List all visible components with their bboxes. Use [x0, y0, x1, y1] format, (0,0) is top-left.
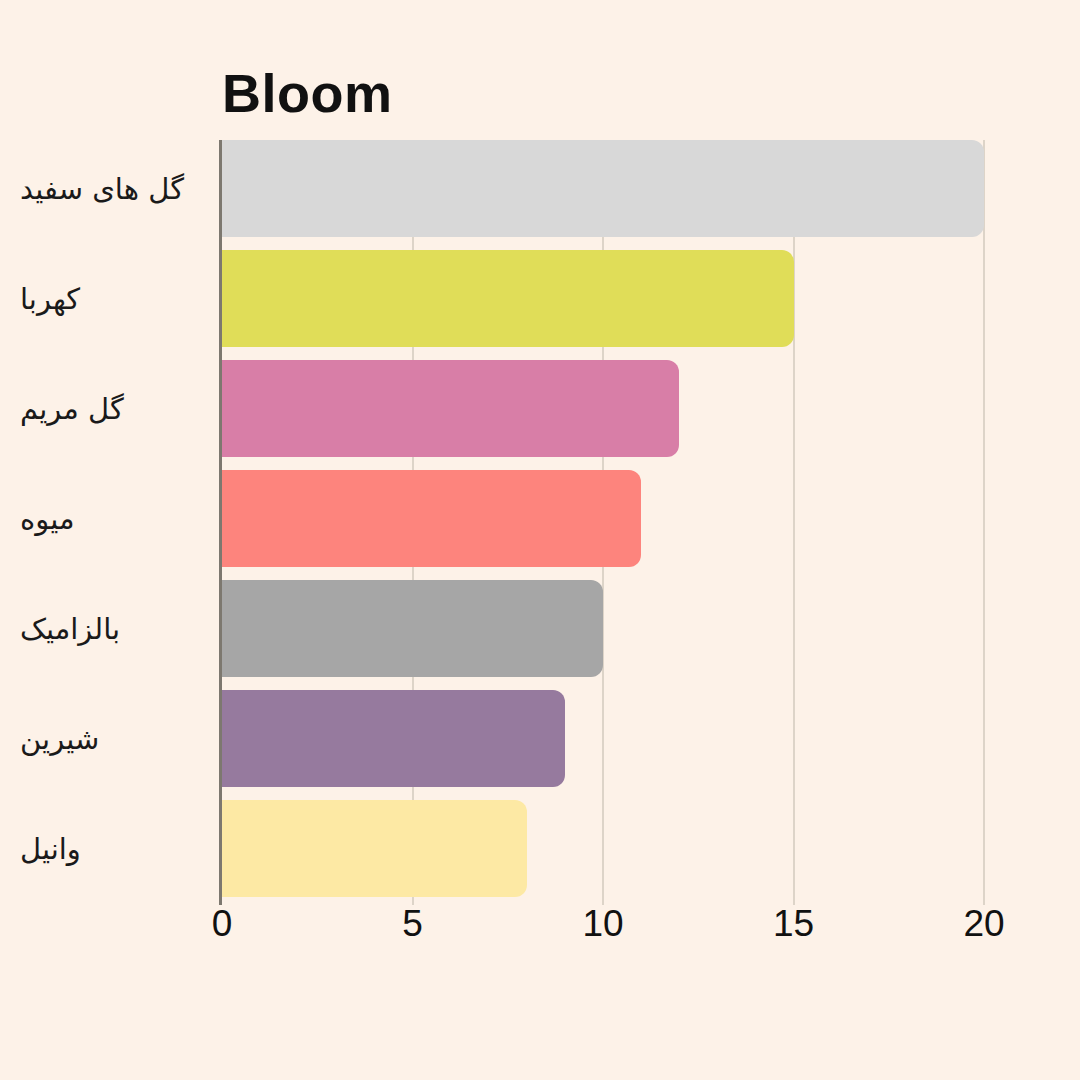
x-tick-label: 5: [402, 903, 423, 945]
chart-title: Bloom: [222, 62, 393, 124]
bar-6: [222, 800, 527, 897]
x-tick-label: 0: [212, 903, 233, 945]
plot-area: [222, 140, 984, 905]
bar-1: [222, 250, 794, 347]
category-label: گل مریم: [20, 360, 205, 457]
category-label: وانیل: [20, 800, 205, 897]
chart-canvas: Bloom گل های سفید کهربا گل مریم میوه بالزامی…: [0, 0, 1080, 1080]
category-label: کهربا: [20, 250, 205, 347]
x-tick-label: 10: [582, 903, 623, 945]
bar-5: [222, 690, 565, 787]
bar-3: [222, 470, 641, 567]
bar-0: [222, 140, 984, 237]
category-label: گل های سفید: [20, 140, 205, 237]
x-tick-label: 15: [773, 903, 814, 945]
bar-4: [222, 580, 603, 677]
bar-2: [222, 360, 679, 457]
category-label: میوه: [20, 470, 205, 567]
gridline: [983, 140, 985, 905]
x-tick-label: 20: [963, 903, 1004, 945]
gridline: [793, 140, 795, 905]
category-label: شیرین: [20, 690, 205, 787]
category-label: بالزامیک: [20, 580, 205, 677]
